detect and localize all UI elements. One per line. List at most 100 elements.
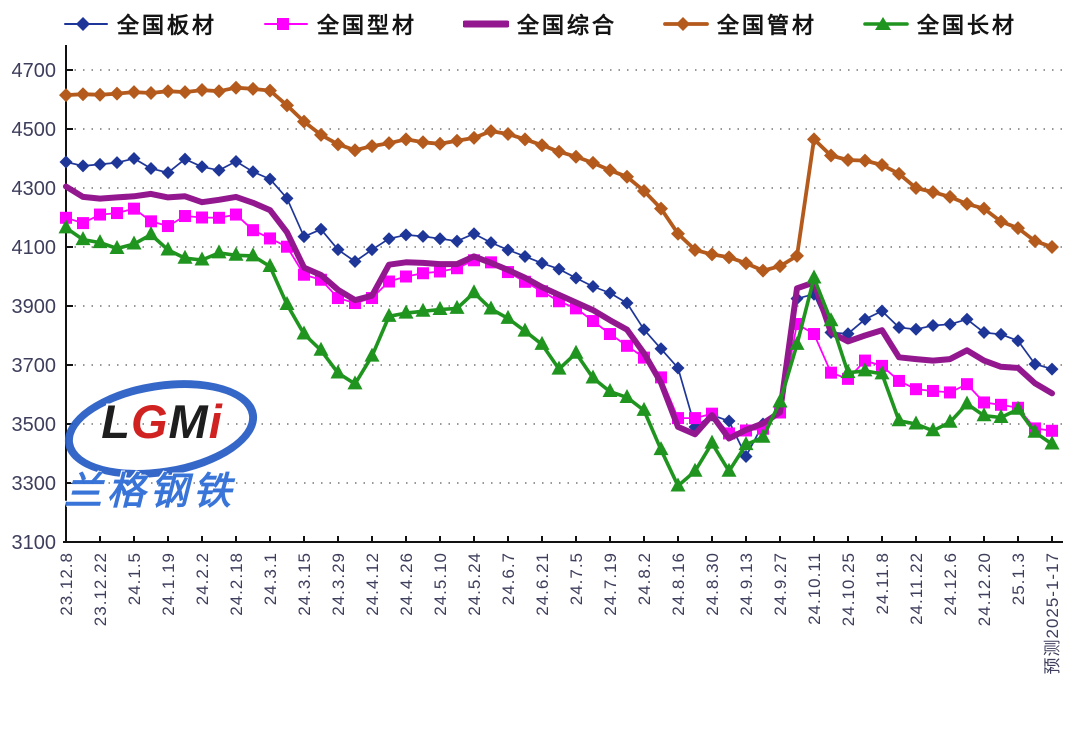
x-tick-label: 24.2.18 <box>227 552 246 616</box>
x-tick-label: 24.6.7 <box>499 552 518 605</box>
diamond-marker <box>977 201 991 216</box>
square-marker <box>247 224 259 237</box>
square-marker <box>689 412 701 425</box>
chart-legend: 全国板材 全国型材 全国综合 全国管材 全国长材 <box>0 6 1080 42</box>
legend-item-section: 全国型材 <box>263 8 417 40</box>
diamond-marker <box>161 84 175 99</box>
x-tick-label: 24.1.19 <box>159 552 178 616</box>
diamond-marker <box>858 153 872 168</box>
diamond-marker <box>484 124 498 139</box>
diamond-marker <box>552 262 566 276</box>
triangle-marker <box>568 344 584 359</box>
diamond-marker <box>824 148 838 163</box>
square-marker <box>111 207 123 220</box>
y-tick-label: 3900 <box>12 296 57 318</box>
diamond-marker <box>178 85 192 100</box>
diamond-marker <box>348 143 362 158</box>
diamond-marker <box>773 259 787 274</box>
diamond-marker <box>501 127 515 142</box>
diamond-marker <box>195 160 209 174</box>
square-marker <box>230 208 242 221</box>
square-marker <box>60 211 72 224</box>
diamond-marker <box>1028 234 1042 249</box>
y-tick-label: 3100 <box>12 532 57 554</box>
triangle-marker <box>925 422 941 437</box>
triangle-marker <box>58 219 74 234</box>
x-tick-label: 24.11.22 <box>907 552 926 625</box>
y-tick-label: 4500 <box>12 119 57 141</box>
diamond-marker <box>603 163 617 178</box>
diamond-marker <box>1045 240 1059 254</box>
y-tick-label: 4700 <box>12 60 57 82</box>
x-tick-label: 24.3.15 <box>295 552 314 616</box>
triangle-marker <box>1044 435 1060 450</box>
series-line-pipe <box>64 85 1054 273</box>
x-tick-label: 24.8.2 <box>635 552 654 605</box>
square-marker <box>196 211 208 224</box>
diamond-marker <box>314 222 328 236</box>
diamond-marker <box>943 317 957 331</box>
x-tick-label: 24.7.5 <box>567 552 586 605</box>
diamond-marker <box>620 169 634 184</box>
square-marker <box>94 208 106 221</box>
diamond-marker <box>892 321 906 335</box>
triangle-marker <box>806 269 822 284</box>
triangle-marker <box>296 325 312 340</box>
square-marker <box>587 315 599 328</box>
square-marker <box>179 210 191 223</box>
diamond-marker <box>348 254 362 268</box>
diamond-marker <box>331 243 345 257</box>
triangle-marker <box>789 335 805 350</box>
diamond-marker <box>671 226 685 241</box>
diamond-marker <box>229 154 243 168</box>
x-tick-label: 24.1.5 <box>125 552 144 605</box>
legend-swatch-triangle-icon <box>875 17 892 30</box>
diamond-marker <box>654 342 668 356</box>
square-marker <box>825 366 837 379</box>
long-line-triangle-swatch <box>863 17 909 30</box>
diamond-marker <box>501 243 515 257</box>
triangle-marker <box>517 322 533 337</box>
triangle-marker <box>364 347 380 362</box>
pipe-line-diamond-swatch <box>663 17 709 31</box>
diamond-marker <box>331 137 345 152</box>
triangle-marker <box>874 365 890 380</box>
diamond-marker <box>977 326 991 340</box>
square-marker <box>400 270 412 283</box>
x-tick-label: 24.8.16 <box>669 552 688 616</box>
diamond-marker <box>756 263 770 278</box>
square-marker <box>995 398 1007 411</box>
diamond-marker <box>195 83 209 98</box>
diamond-marker <box>314 127 328 142</box>
diamond-marker <box>212 84 226 99</box>
diamond-marker <box>722 414 736 428</box>
diamond-marker <box>875 157 889 172</box>
triangle-marker <box>891 412 907 427</box>
diamond-marker <box>280 191 294 205</box>
diamond-marker <box>586 155 600 170</box>
diamond-marker <box>263 172 277 186</box>
diamond-marker <box>365 243 379 257</box>
diamond-marker <box>569 149 583 164</box>
triangle-marker <box>823 312 839 327</box>
diamond-marker <box>1011 221 1025 236</box>
diamond-marker <box>535 138 549 153</box>
watermark-company-name: 兰格钢铁 <box>64 471 237 513</box>
triangle-marker <box>500 309 516 324</box>
diamond-marker <box>960 196 974 211</box>
triangle-marker <box>908 415 924 430</box>
diamond-marker <box>722 250 736 265</box>
x-tick-label: 24.4.26 <box>397 552 416 616</box>
triangle-marker <box>449 299 465 314</box>
diamond-marker <box>994 214 1008 229</box>
diamond-marker <box>552 144 566 159</box>
diamond-marker <box>93 87 107 102</box>
diamond-marker <box>637 183 651 198</box>
diamond-marker <box>365 139 379 154</box>
diamond-marker <box>467 227 481 241</box>
square-marker <box>910 383 922 396</box>
square-marker <box>417 267 429 280</box>
triangle-marker <box>143 226 159 241</box>
section-line-square-swatch <box>263 18 308 30</box>
legend-label-pipe: 全国管材 <box>717 13 818 38</box>
